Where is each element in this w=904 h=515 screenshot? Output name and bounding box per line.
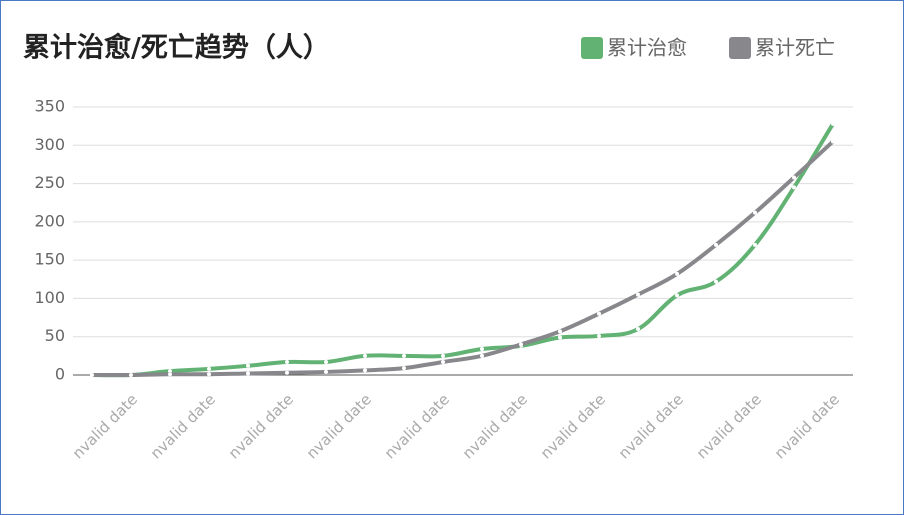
point [480,346,484,351]
point [831,139,835,144]
y-tick-label: 350 [34,97,65,116]
point [675,293,679,298]
point [363,353,367,358]
legend-swatch [581,37,603,59]
x-tick-label: nvalid date [693,390,765,462]
point [636,292,640,297]
x-tick-label: nvalid date [225,390,297,462]
point [753,242,757,247]
point [285,359,289,364]
point [324,369,328,374]
point [831,121,835,126]
point [324,359,328,364]
point [558,335,562,340]
point [441,359,445,364]
point [753,210,757,215]
x-tick-label: nvalid date [69,390,141,462]
point [558,329,562,334]
point [441,353,445,358]
point [246,371,250,376]
point [792,175,796,180]
x-tick-label: nvalid date [459,390,531,462]
y-tick-label: 250 [34,173,65,192]
point [168,372,172,377]
point [636,327,640,332]
point [207,372,211,377]
point [714,242,718,247]
x-tick-label: nvalid date [537,390,609,462]
x-tick-label: nvalid date [147,390,219,462]
point [207,366,211,371]
y-tick-label: 50 [45,326,65,345]
point [363,368,367,373]
series-line [91,139,835,378]
y-tick-label: 100 [34,288,65,307]
legend-label: 累计死亡 [755,36,835,60]
point [129,373,133,377]
y-tick-label: 200 [34,211,65,230]
point [402,366,406,371]
y-tick-label: 0 [55,365,65,384]
y-tick-label: 300 [34,135,65,154]
point [402,353,406,358]
series-line [91,122,835,378]
point [792,185,796,190]
legend-label: 累计治愈 [607,36,687,60]
point [597,333,601,338]
point [285,370,289,375]
point [90,373,94,377]
y-tick-label: 150 [34,250,65,269]
point [168,369,172,374]
point [246,363,250,368]
legend-swatch [729,37,751,59]
point [597,311,601,316]
point [714,279,718,284]
x-tick-label: nvalid date [771,390,843,462]
x-tick-label: nvalid date [615,390,687,462]
point [519,342,523,347]
point [675,271,679,276]
point [480,353,484,358]
x-tick-label: nvalid date [381,390,453,462]
chart-title: 累计治愈/死亡趋势（人） [23,32,330,64]
x-tick-label: nvalid date [303,390,375,462]
